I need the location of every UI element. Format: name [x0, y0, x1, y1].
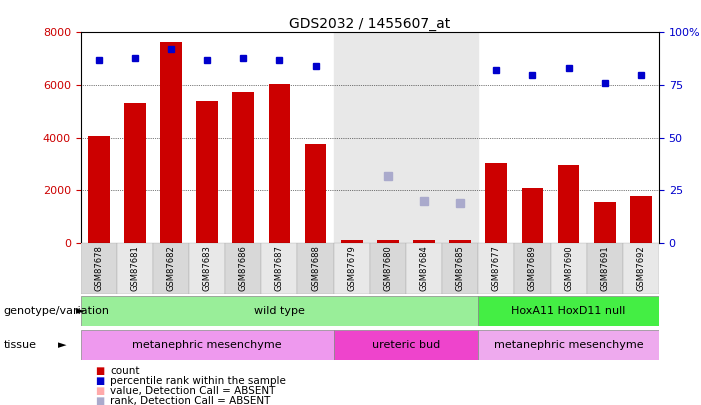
FancyBboxPatch shape — [442, 243, 478, 294]
Bar — [341, 241, 362, 243]
Text: GSM87678: GSM87678 — [94, 245, 103, 292]
Text: GSM87685: GSM87685 — [456, 245, 465, 291]
Text: GSM87686: GSM87686 — [239, 245, 247, 292]
Text: GSM87683: GSM87683 — [203, 245, 212, 292]
FancyBboxPatch shape — [478, 330, 659, 360]
FancyBboxPatch shape — [515, 243, 550, 294]
Text: rank, Detection Call = ABSENT: rank, Detection Call = ABSENT — [110, 396, 271, 405]
FancyBboxPatch shape — [478, 296, 659, 326]
FancyBboxPatch shape — [81, 243, 117, 294]
FancyBboxPatch shape — [225, 243, 261, 294]
Bar — [630, 196, 652, 243]
Text: ■: ■ — [95, 396, 104, 405]
Text: GSM87684: GSM87684 — [419, 245, 428, 291]
Bar — [160, 42, 182, 243]
Text: metanephric mesenchyme: metanephric mesenchyme — [132, 340, 282, 350]
Bar — [124, 104, 146, 243]
FancyBboxPatch shape — [189, 243, 225, 294]
Bar — [485, 163, 507, 243]
Text: GSM87687: GSM87687 — [275, 245, 284, 292]
Text: ■: ■ — [95, 376, 104, 386]
Text: GSM87690: GSM87690 — [564, 245, 573, 291]
FancyBboxPatch shape — [334, 330, 478, 360]
FancyBboxPatch shape — [406, 243, 442, 294]
FancyBboxPatch shape — [117, 243, 153, 294]
Text: GSM87691: GSM87691 — [600, 245, 609, 291]
Text: GSM87682: GSM87682 — [166, 245, 175, 291]
Bar — [233, 92, 254, 243]
Text: tissue: tissue — [4, 340, 36, 350]
Bar — [377, 240, 399, 243]
Text: GSM87677: GSM87677 — [492, 245, 501, 292]
Text: value, Detection Call = ABSENT: value, Detection Call = ABSENT — [110, 386, 275, 396]
FancyBboxPatch shape — [81, 296, 478, 326]
FancyBboxPatch shape — [550, 243, 587, 294]
Text: ■: ■ — [95, 366, 104, 375]
Title: GDS2032 / 1455607_at: GDS2032 / 1455607_at — [289, 17, 451, 31]
FancyBboxPatch shape — [153, 243, 189, 294]
Text: percentile rank within the sample: percentile rank within the sample — [110, 376, 286, 386]
Text: GSM87679: GSM87679 — [347, 245, 356, 291]
Bar — [522, 188, 543, 243]
Text: metanephric mesenchyme: metanephric mesenchyme — [494, 340, 644, 350]
Text: wild type: wild type — [254, 306, 305, 316]
Bar — [558, 165, 580, 243]
FancyBboxPatch shape — [261, 243, 297, 294]
Text: count: count — [110, 366, 139, 375]
FancyBboxPatch shape — [369, 243, 406, 294]
Text: GSM87681: GSM87681 — [130, 245, 139, 291]
Text: ureteric bud: ureteric bud — [372, 340, 440, 350]
Text: HoxA11 HoxD11 null: HoxA11 HoxD11 null — [512, 306, 626, 316]
Bar — [268, 84, 290, 243]
Text: GSM87692: GSM87692 — [637, 245, 646, 291]
Text: GSM87689: GSM87689 — [528, 245, 537, 291]
FancyBboxPatch shape — [334, 243, 369, 294]
Text: ►: ► — [57, 340, 66, 350]
Bar — [305, 144, 327, 243]
Bar — [88, 136, 109, 243]
FancyBboxPatch shape — [587, 243, 622, 294]
Bar — [413, 241, 435, 243]
FancyBboxPatch shape — [81, 330, 334, 360]
Text: genotype/variation: genotype/variation — [4, 306, 109, 316]
FancyBboxPatch shape — [297, 243, 334, 294]
Bar — [334, 32, 478, 243]
FancyBboxPatch shape — [478, 243, 515, 294]
FancyBboxPatch shape — [622, 243, 659, 294]
Bar — [594, 202, 615, 243]
Text: ■: ■ — [95, 386, 104, 396]
Text: ►: ► — [76, 306, 84, 316]
Bar — [196, 101, 218, 243]
Bar — [449, 240, 471, 243]
Text: GSM87688: GSM87688 — [311, 245, 320, 292]
Text: GSM87680: GSM87680 — [383, 245, 393, 291]
